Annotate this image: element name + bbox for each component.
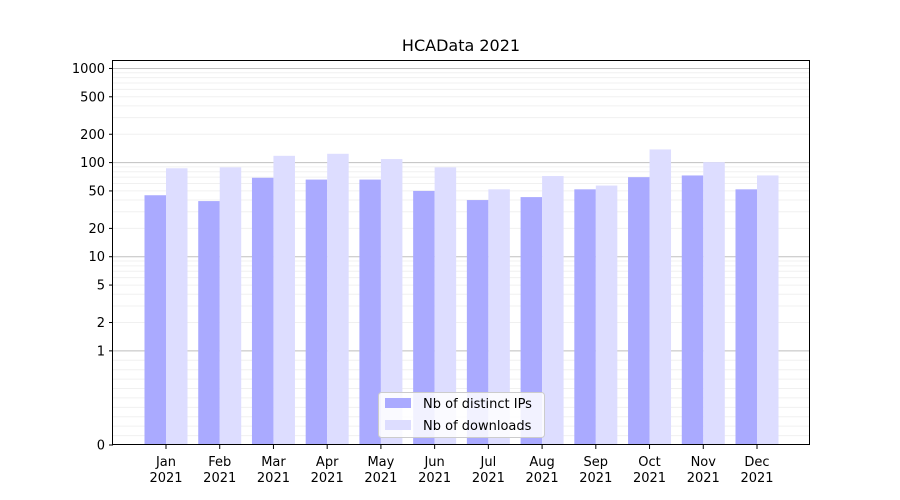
- x-tick-label-year: 2021: [472, 471, 505, 486]
- legend-label-downloads: Nb of downloads: [423, 419, 532, 434]
- bar-distinct-ips: [144, 195, 166, 445]
- x-tick-label-year: 2021: [311, 471, 344, 486]
- y-tick-label: 500: [80, 90, 105, 105]
- bar-downloads: [757, 175, 779, 445]
- x-tick-label-month: Nov: [691, 455, 717, 470]
- y-tick-label: 1000: [72, 62, 105, 77]
- x-tick-label-year: 2021: [257, 471, 290, 486]
- x-tick-label-month: Mar: [261, 455, 286, 470]
- y-tick-label: 10: [88, 250, 105, 265]
- bars: [144, 149, 779, 446]
- bar-distinct-ips: [574, 189, 596, 445]
- x-tick-label-year: 2021: [364, 471, 397, 486]
- bar-distinct-ips: [198, 201, 220, 445]
- legend-label-distinct-ips: Nb of distinct IPs: [423, 397, 532, 412]
- y-tick-label: 20: [88, 222, 105, 237]
- bar-distinct-ips: [681, 175, 704, 445]
- x-tick-label-year: 2021: [687, 471, 720, 486]
- bar-downloads: [380, 159, 403, 445]
- bar-downloads: [434, 167, 457, 446]
- x-tick-label-month: Feb: [208, 455, 231, 470]
- legend-swatch-downloads: [385, 420, 411, 430]
- x-tick-label-year: 2021: [418, 471, 451, 486]
- bar-distinct-ips: [305, 179, 328, 446]
- bar-distinct-ips: [520, 197, 543, 445]
- x-tick-label-month: Jun: [423, 455, 444, 470]
- legend-swatch-distinct-ips: [385, 398, 411, 408]
- x-tick-label-year: 2021: [526, 471, 559, 486]
- x-tick-label-month: Dec: [744, 455, 769, 470]
- bar-downloads: [219, 167, 242, 446]
- x-tick-label-month: Aug: [529, 455, 554, 470]
- x-tick-label-year: 2021: [740, 471, 773, 486]
- x-tick-label-month: Sep: [584, 455, 609, 470]
- x-tick-label-year: 2021: [579, 471, 612, 486]
- bar-distinct-ips: [466, 200, 489, 445]
- bar-distinct-ips: [413, 190, 435, 445]
- x-tick-label-year: 2021: [149, 471, 182, 486]
- bar-distinct-ips: [359, 179, 381, 446]
- y-tick-label: 2: [97, 316, 105, 331]
- y-tick-label: 50: [88, 184, 105, 199]
- bar-downloads: [703, 162, 725, 445]
- y-tick-label: 100: [80, 156, 105, 171]
- chart-title: HCAData 2021: [402, 36, 520, 55]
- plot-frame: [112, 60, 810, 445]
- y-tick-label: 5: [97, 279, 105, 294]
- x-tick-label-month: Apr: [316, 455, 339, 470]
- x-tick-label-year: 2021: [203, 471, 236, 486]
- y-axis: 0 1 2 5 10 20 50 100 200 500 1000: [72, 62, 113, 454]
- x-tick-label-month: Oct: [638, 455, 660, 470]
- bar-downloads: [595, 185, 618, 446]
- bar-distinct-ips: [251, 177, 274, 446]
- bar-distinct-ips: [735, 189, 757, 445]
- x-tick-label-month: Jul: [480, 455, 497, 470]
- legend-box: [378, 392, 545, 438]
- bar-downloads: [166, 168, 188, 446]
- bar-downloads: [649, 149, 672, 445]
- bar-distinct-ips: [628, 177, 650, 446]
- bar-downloads: [327, 153, 349, 445]
- bar-downloads: [488, 189, 510, 445]
- legend: Nb of distinct IPs Nb of downloads: [378, 392, 545, 438]
- x-tick-label-month: May: [367, 455, 394, 470]
- x-tick-label-year: 2021: [633, 471, 666, 486]
- bar-downloads: [273, 155, 295, 445]
- x-tick-label-month: Jan: [155, 455, 176, 470]
- y-tick-label: 200: [80, 128, 105, 143]
- bar-downloads: [542, 176, 564, 445]
- y-tick-label: 1: [97, 344, 105, 359]
- x-axis: Jan2021Feb2021Mar2021Apr2021May2021Jun20…: [149, 445, 774, 486]
- y-tick-label: 0: [97, 439, 105, 454]
